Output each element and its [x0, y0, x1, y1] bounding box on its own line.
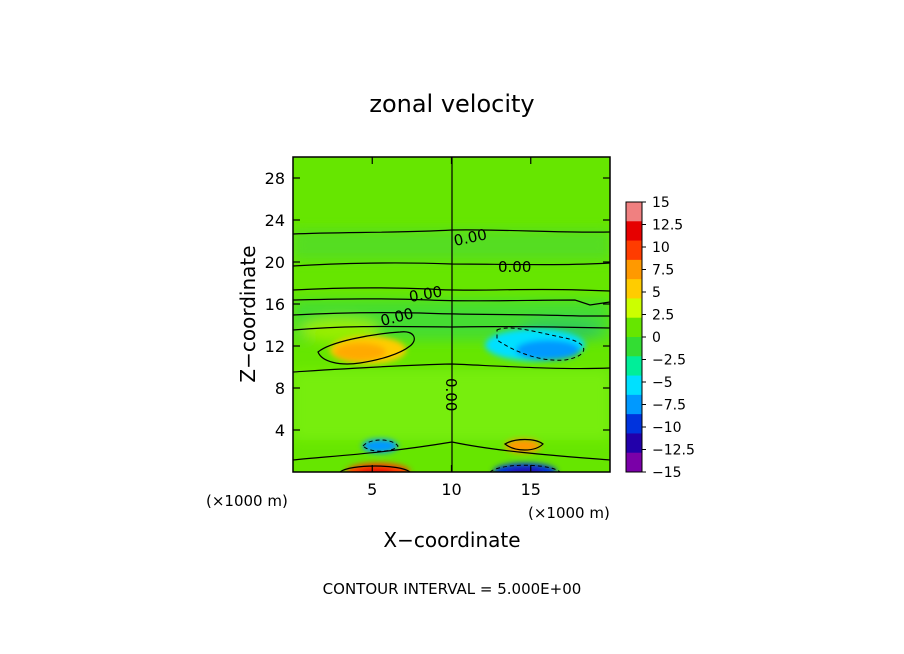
y-tick-label: 24 — [265, 211, 285, 230]
colorbar-tick-label: −2.5 — [652, 353, 686, 369]
x-tick-label: 5 — [367, 480, 377, 499]
colorbar-tick-label: −7.5 — [652, 398, 686, 414]
colorbar-swatch — [626, 202, 642, 222]
colorbar-swatch — [626, 375, 642, 396]
y-tick-label: 4 — [275, 421, 285, 440]
y-tick-label: 8 — [275, 379, 285, 398]
feature-upper-left-positive-core — [334, 343, 386, 361]
feature-bottom-left-core — [358, 468, 394, 472]
contour-label: 0.00 — [442, 378, 460, 411]
contour-label: 0.00 — [498, 258, 531, 276]
x-units-label: (×1000 m) — [528, 504, 610, 522]
band-left-warm — [300, 318, 380, 342]
contour-positive-left — [317, 331, 415, 365]
y-axis-label: Z−coordinate — [236, 245, 260, 382]
contour-negative-lower-left — [362, 439, 399, 452]
colorbar-tick-label: −10 — [652, 420, 682, 436]
feature-lower-left-negative — [362, 439, 398, 453]
feature-upper-right-negative-core — [516, 340, 580, 360]
colorbar-tick-label: −15 — [652, 465, 682, 481]
colorbar-tick-label: 15 — [652, 195, 670, 211]
colorbar-swatch — [626, 259, 642, 280]
colorbar-swatch — [626, 433, 642, 454]
chart-title: zonal velocity — [369, 90, 534, 118]
y-units-label: (×1000 m) — [206, 492, 288, 510]
feature-bottom-right-negative — [493, 463, 557, 472]
contour-line — [293, 287, 610, 292]
contour-negative-right — [496, 327, 585, 361]
y-tick-label: 28 — [265, 169, 285, 188]
colorbar-swatch — [626, 221, 642, 242]
colorbar-tick-label: 7.5 — [652, 263, 674, 279]
contour-negative-bottom — [489, 464, 561, 472]
feature-bottom-right-core — [507, 468, 543, 472]
velocity-field — [293, 157, 610, 472]
colorbar-swatch — [626, 452, 642, 473]
colorbar-swatch — [626, 279, 642, 299]
colorbar-swatch — [626, 337, 642, 357]
colorbar: 15 12.5 10 7.5 5 2.5 0 −2.5 −5 −7.5 −10 −12.5 −15 — [625, 195, 695, 481]
x-axis-label: X−coordinate — [383, 528, 520, 552]
colorbar-swatch — [626, 394, 642, 415]
x-tick-label: 15 — [521, 480, 541, 499]
contour-positive-bottom — [339, 465, 411, 472]
colorbar-tick-label: 2.5 — [652, 308, 674, 324]
colorbar-tick-label: 0 — [652, 330, 661, 346]
colorbar-tick-label: −5 — [652, 375, 673, 391]
contour-interval-note: CONTOUR INTERVAL = 5.000E+00 — [323, 580, 582, 598]
contour-positive-lower-right — [503, 438, 544, 451]
contour-line — [293, 312, 610, 317]
colorbar-tick-label: 12.5 — [652, 218, 683, 234]
colorbar-swatch — [626, 317, 642, 338]
colorbar-tick-label: 10 — [652, 240, 670, 256]
x-tick-label: 10 — [441, 480, 461, 499]
contour-line — [293, 298, 610, 306]
colorbar-tick-label: 5 — [652, 285, 661, 301]
feature-bottom-left-positive — [346, 463, 410, 472]
y-tick-label: 12 — [265, 337, 285, 356]
y-tick-label: 20 — [265, 253, 285, 272]
colorbar-swatch — [626, 356, 642, 377]
colorbar-swatch — [626, 414, 642, 434]
colorbar-swatch — [626, 240, 642, 261]
axes: 4 8 12 16 20 24 28 5 10 15 — [265, 157, 610, 499]
colorbar-tick-label: −12.5 — [652, 443, 695, 459]
contour-label: 0.00 — [408, 282, 444, 306]
colorbar-swatch — [626, 298, 642, 319]
y-tick-label: 16 — [265, 295, 285, 314]
